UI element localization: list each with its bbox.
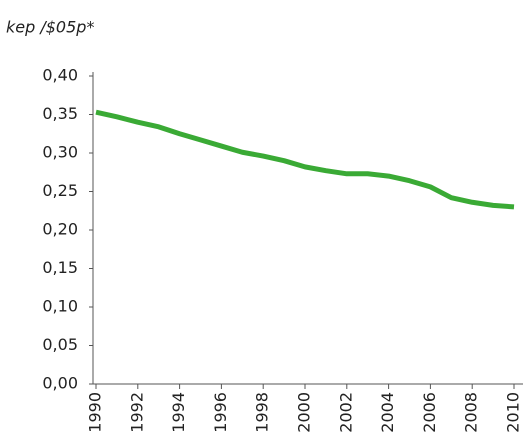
x-tick-label: 1996	[211, 392, 230, 433]
x-tick-label: 1990	[86, 392, 105, 433]
y-tick-label: 0,00	[42, 374, 78, 393]
y-tick-label: 0,40	[42, 66, 78, 85]
y-tick-label: 0,05	[42, 335, 78, 354]
x-tick-label: 2010	[504, 392, 523, 433]
x-tick-label: 1994	[169, 392, 188, 433]
y-axis-label: kep /$05p*	[6, 18, 94, 37]
y-tick-label: 0,25	[42, 181, 78, 200]
x-tick-label: 1992	[127, 392, 146, 433]
series-line	[95, 109, 515, 210]
x-tick-label: 2002	[336, 392, 355, 433]
y-tick-label: 0,15	[42, 258, 78, 277]
x-tick-label: 2004	[378, 392, 397, 433]
y-tick-label: 0,10	[42, 297, 78, 316]
x-tick-label: 2006	[420, 392, 439, 433]
y-tick-label: 0,30	[42, 143, 78, 162]
x-tick-label: 1998	[253, 392, 272, 433]
y-tick-label: 0,35	[42, 104, 78, 123]
y-tick-label: 0,20	[42, 220, 78, 239]
x-tick-label: 2008	[462, 392, 481, 433]
x-tick-label: 2000	[295, 392, 314, 433]
